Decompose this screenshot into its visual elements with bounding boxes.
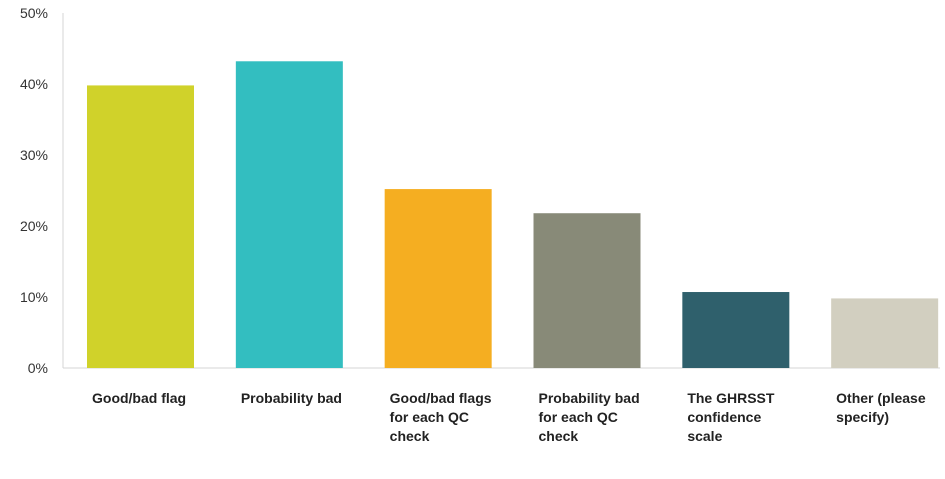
y-tick-label: 10% bbox=[20, 289, 48, 305]
category-label-ghrsst-confidence-scale: The GHRSST confidence scale bbox=[687, 390, 775, 444]
y-tick-label: 30% bbox=[20, 147, 48, 163]
bar bbox=[235, 61, 343, 368]
category-label-other-please-specify: Other (please specify) bbox=[836, 390, 926, 425]
bars-group bbox=[87, 61, 939, 369]
y-tick-label: 50% bbox=[20, 5, 48, 21]
category-label-probability-bad-each-qc: Probability bad for each QC check bbox=[538, 390, 640, 444]
bar bbox=[384, 189, 492, 368]
category-label-good-bad-flags-each-qc: Good/bad flags for each QC check bbox=[389, 390, 492, 444]
bar bbox=[87, 85, 194, 369]
y-tick-label: 0% bbox=[28, 360, 48, 376]
category-label-probability-bad: Probability bad bbox=[240, 390, 342, 406]
bar bbox=[533, 213, 641, 368]
y-tick-label: 40% bbox=[20, 76, 48, 92]
bar bbox=[682, 292, 790, 368]
y-axis-ticks: 0% 10% 20% 30% 40% 50% bbox=[20, 5, 48, 376]
y-tick-label: 20% bbox=[20, 218, 48, 234]
category-label-good-bad-flag: Good/bad flag bbox=[92, 390, 187, 406]
bar bbox=[831, 298, 939, 368]
